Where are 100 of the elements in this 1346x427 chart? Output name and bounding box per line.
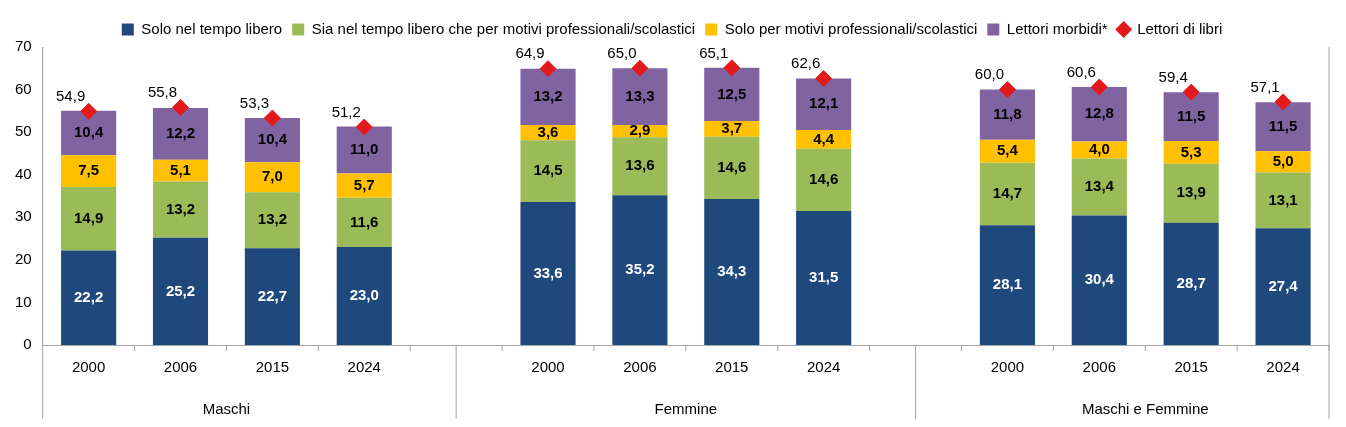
data-label: 64,9 [515, 44, 545, 62]
data-label: 5,0 [1272, 152, 1294, 170]
point [998, 81, 1016, 99]
data-label: 4,4 [813, 129, 835, 147]
point [1182, 83, 1200, 101]
data-label: 27,4 [1268, 276, 1299, 294]
bar [612, 68, 668, 125]
x-tick-label: 2015 [715, 358, 749, 376]
point [1090, 78, 1108, 96]
data-label: 53,3 [239, 93, 269, 111]
bar [152, 181, 209, 238]
data-label: 62,6 [791, 54, 821, 72]
x-tick-label: 2024 [806, 358, 841, 376]
bar [1163, 163, 1219, 223]
point [631, 59, 649, 77]
bar [704, 136, 760, 199]
data-label: 11,6 [350, 212, 379, 230]
data-label: 3,6 [537, 122, 559, 140]
bar [520, 201, 576, 345]
data-label: 4,0 [1088, 140, 1110, 158]
data-label: 5,1 [170, 160, 191, 178]
legend-label: Sia nel tempo libero che per motivi professionali/scolastici [311, 19, 696, 37]
bar [520, 68, 576, 125]
bar [336, 197, 392, 248]
bar [704, 198, 760, 345]
bar [1071, 215, 1127, 345]
data-label: 13,4 [1084, 177, 1115, 195]
data-label: 12,1 [809, 94, 839, 112]
bar [152, 107, 209, 160]
data-label: 22,2 [74, 287, 104, 305]
data-label: 13,2 [165, 199, 196, 217]
bar [1071, 158, 1127, 216]
bar [336, 247, 392, 345]
data-label: 28,1 [992, 275, 1023, 293]
bar [796, 148, 852, 211]
point [172, 98, 189, 116]
data-label: 13,1 [1268, 190, 1298, 208]
bar [612, 137, 668, 196]
text: Femmine [654, 399, 718, 417]
data-label: 2,9 [629, 121, 651, 139]
y-tick-label: 0 [23, 335, 32, 353]
data-label: 23,0 [349, 286, 379, 304]
x-tick-label: 2000 [71, 358, 106, 376]
point [80, 102, 98, 120]
legend-label: Solo per motivi professionali/scolastici [724, 19, 978, 37]
x-tick-label: 2024 [1266, 358, 1300, 376]
data-label: 60,6 [1066, 62, 1096, 80]
bar [979, 89, 1035, 140]
data-label: 14,7 [992, 184, 1023, 202]
bar [336, 173, 392, 198]
bar [1255, 172, 1311, 229]
bar [1163, 222, 1219, 345]
y-tick-label: 60 [15, 79, 32, 97]
bar [152, 159, 209, 182]
data-label: 25,2 [165, 281, 196, 299]
x-tick-label: 2015 [1174, 358, 1208, 376]
bar [979, 225, 1035, 345]
data-label: 14,6 [809, 169, 839, 187]
data-label: 12,5 [717, 84, 747, 102]
y-tick-label: 40 [15, 164, 32, 182]
legend-label: Lettori di libri [1137, 19, 1223, 37]
point [263, 109, 281, 127]
data-label: 55,8 [147, 83, 178, 101]
bar [61, 250, 117, 345]
data-label: 11,8 [993, 104, 1022, 122]
data-label: 31,5 [809, 268, 839, 286]
y-tick-label: 30 [15, 207, 32, 225]
x-tick-label: 2000 [531, 358, 565, 376]
data-label: 11,5 [1268, 116, 1298, 134]
x-tick-label: 2006 [1082, 358, 1116, 376]
data-label: 5,4 [996, 141, 1019, 159]
x-tick-label: 2015 [255, 358, 290, 376]
data-label: 35,2 [625, 260, 655, 278]
data-label: 5,3 [1180, 142, 1202, 160]
x-tick-label: 2000 [990, 358, 1025, 376]
data-label: 13,9 [1176, 183, 1206, 201]
data-label: 11,0 [350, 140, 379, 158]
bar [704, 67, 760, 122]
bar [796, 78, 852, 131]
bar [796, 210, 852, 345]
data-label: 10,4 [257, 130, 288, 148]
bar [244, 248, 300, 345]
data-label: 51,2 [331, 102, 361, 120]
data-label: 7,5 [78, 161, 100, 179]
bar [1255, 151, 1311, 173]
data-label: 33,6 [533, 263, 563, 281]
data-label: 10,4 [74, 123, 104, 141]
x-tick-label: 2024 [347, 358, 381, 376]
x-tick-label: 2006 [623, 358, 657, 376]
point [355, 118, 373, 136]
data-label: 30,4 [1084, 270, 1115, 288]
data-label: 34,3 [717, 262, 747, 280]
data-label: 54,9 [56, 86, 86, 104]
data-label: 12,8 [1084, 104, 1114, 122]
point [723, 59, 741, 77]
data-label: 3,7 [721, 119, 743, 137]
y-tick-label: 10 [15, 292, 32, 310]
data-label: 59,4 [1158, 67, 1188, 85]
data-label: 60,0 [974, 65, 1005, 83]
data-label: 13,3 [625, 86, 655, 104]
